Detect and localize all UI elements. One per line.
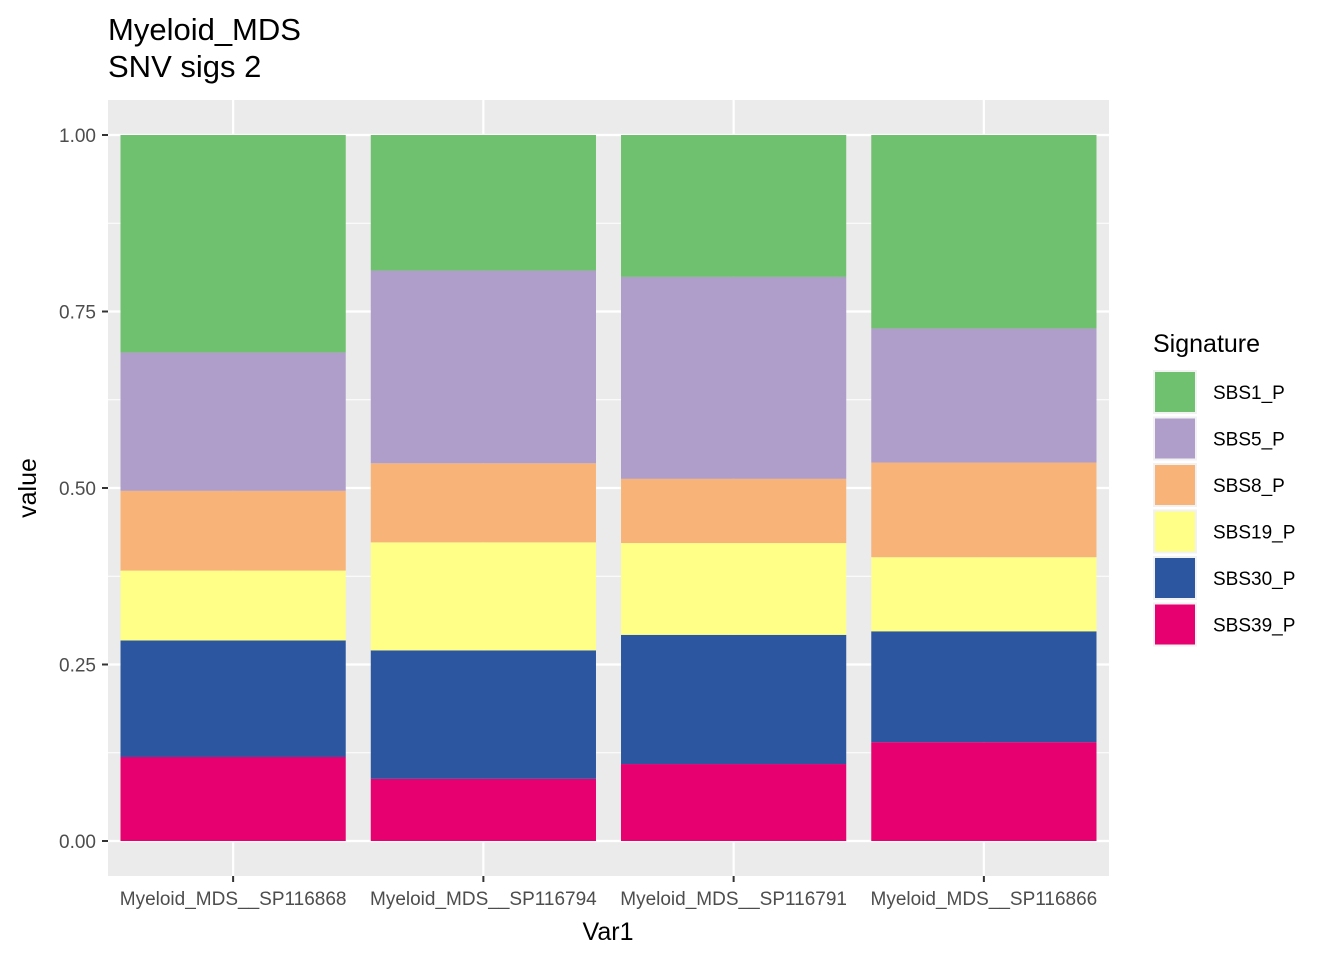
legend-swatch-sbs1-p (1155, 372, 1195, 412)
bar-segment-sbs1-p (871, 135, 1097, 329)
bar-segment-sbs1-p (120, 135, 346, 353)
bar-segment-sbs39-p (621, 764, 847, 841)
legend-swatch-sbs30-p (1155, 558, 1195, 598)
bar-segment-sbs8-p (621, 478, 847, 544)
y-tick-label: 0.50 (59, 479, 96, 500)
legend: Signature SBS1_P SBS5_P SBS8_P SBS19_P SBS30… (1153, 330, 1295, 647)
y-axis-title: value (14, 458, 42, 518)
bar-segment-sbs5-p (370, 270, 596, 464)
x-axis: Myeloid_MDS__SP116868 Myeloid_MDS__SP1167… (120, 876, 1097, 910)
x-axis-title: Var1 (583, 918, 634, 946)
legend-title: Signature (1153, 330, 1260, 358)
bar-segment-sbs30-p (621, 634, 847, 765)
bar-segment-sbs8-p (120, 490, 346, 571)
legend-label: SBS8_P (1213, 476, 1285, 497)
y-tick-label: 0.00 (59, 832, 96, 853)
legend-label: SBS39_P (1213, 616, 1295, 637)
y-axis: 0.00 0.25 0.50 0.75 1.00 (59, 126, 108, 853)
bar-segment-sbs19-p (370, 542, 596, 651)
legend-swatch-sbs39-p (1155, 604, 1195, 645)
legend-swatch-sbs5-p (1155, 418, 1195, 459)
bars (120, 135, 1097, 841)
bar-segment-sbs5-p (120, 352, 346, 491)
chart-subtitle: SNV sigs 2 (108, 49, 261, 84)
bar-segment-sbs5-p (621, 276, 847, 479)
x-tick-label: Myeloid_MDS__SP116868 (120, 889, 347, 910)
legend-swatch-sbs19-p (1155, 511, 1195, 552)
x-tick-label: Myeloid_MDS__SP116794 (370, 889, 597, 910)
bar-segment-sbs8-p (370, 463, 596, 543)
y-tick-label: 0.75 (59, 303, 96, 324)
bar-segment-sbs39-p (370, 778, 596, 841)
y-tick-label: 0.25 (59, 656, 96, 677)
bar-segment-sbs30-p (370, 650, 596, 779)
legend-label: SBS30_P (1213, 569, 1295, 590)
bar-segment-sbs19-p (120, 570, 346, 641)
bar-segment-sbs1-p (370, 135, 596, 271)
y-tick-label: 1.00 (59, 126, 96, 147)
bar-segment-sbs8-p (871, 462, 1097, 558)
bar-segment-sbs5-p (871, 328, 1097, 463)
x-tick-label: Myeloid_MDS__SP116791 (620, 889, 847, 910)
bar-segment-sbs1-p (621, 135, 847, 277)
bar-segment-sbs39-p (120, 756, 346, 841)
legend-label: SBS19_P (1213, 523, 1295, 544)
bar-segment-sbs39-p (871, 742, 1097, 841)
bar-segment-sbs19-p (871, 557, 1097, 632)
legend-swatch-sbs8-p (1155, 465, 1195, 505)
chart-title: Myeloid_MDS (108, 12, 301, 47)
bar-segment-sbs19-p (621, 543, 847, 635)
bar-segment-sbs30-p (120, 640, 346, 757)
legend-label: SBS5_P (1213, 430, 1285, 451)
legend-label: SBS1_P (1213, 383, 1285, 404)
bar-segment-sbs30-p (871, 631, 1097, 743)
x-tick-label: Myeloid_MDS__SP116866 (871, 889, 1098, 910)
